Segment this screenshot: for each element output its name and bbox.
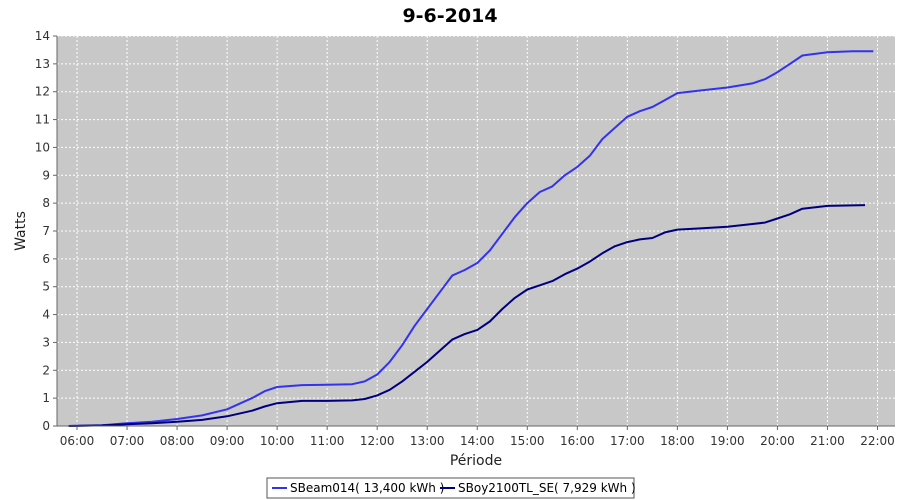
x-tick-label: 15:00 (510, 434, 545, 448)
x-tick-label: 20:00 (760, 434, 795, 448)
x-tick-label: 13:00 (410, 434, 445, 448)
y-tick-label: 8 (42, 196, 50, 210)
x-axis-ticks: 06:00 07:00 08:00 09:00 10:00 11:00 12:00 13:00… (60, 426, 895, 448)
x-tick-label: 06:00 (60, 434, 95, 448)
y-tick-label: 14 (35, 29, 50, 43)
y-tick-label: 1 (42, 391, 50, 405)
grid-lines (57, 35, 895, 426)
x-tick-label: 14:00 (460, 434, 495, 448)
series-line-sbeam014 (68, 50, 874, 427)
chart-title: 9-6-2014 (402, 5, 497, 27)
x-tick-label: 08:00 (160, 434, 195, 448)
series-lines (68, 50, 874, 427)
y-tick-label: 6 (42, 252, 50, 266)
y-tick-label: 11 (35, 113, 50, 127)
series-line-sboy2100tl-se (68, 204, 866, 427)
legend-label-sbeam014: SBeam014( 13,400 kWh ) (290, 481, 444, 495)
x-tick-label: 22:00 (860, 434, 895, 448)
y-tick-label: 2 (42, 363, 50, 377)
y-tick-label: 10 (35, 140, 50, 154)
legend: SBeam014( 13,400 kWh ) SBoy2100TL_SE( 7,… (266, 477, 636, 499)
y-tick-label: 5 (42, 280, 50, 294)
y-tick-label: 0 (42, 419, 50, 433)
x-tick-label: 18:00 (660, 434, 695, 448)
x-tick-label: 19:00 (710, 434, 745, 448)
y-tick-label: 9 (42, 168, 50, 182)
y-tick-label: 12 (35, 85, 50, 99)
y-tick-label: 7 (42, 224, 50, 238)
x-tick-label: 17:00 (610, 434, 645, 448)
x-tick-label: 12:00 (360, 434, 395, 448)
x-tick-label: 09:00 (210, 434, 245, 448)
x-tick-label: 16:00 (560, 434, 595, 448)
y-tick-label: 4 (42, 308, 50, 322)
plot-area (57, 36, 895, 426)
x-tick-label: 07:00 (110, 434, 145, 448)
x-axis-label: Période (450, 453, 502, 469)
legend-label-sboy2100tl-se: SBoy2100TL_SE( 7,929 kWh ) (458, 481, 636, 495)
x-tick-label: 10:00 (260, 434, 295, 448)
y-tick-label: 3 (42, 335, 50, 349)
x-tick-label: 21:00 (810, 434, 845, 448)
x-tick-label: 11:00 (310, 434, 345, 448)
y-axis-label: Watts (13, 211, 29, 251)
y-tick-label: 13 (35, 57, 50, 71)
